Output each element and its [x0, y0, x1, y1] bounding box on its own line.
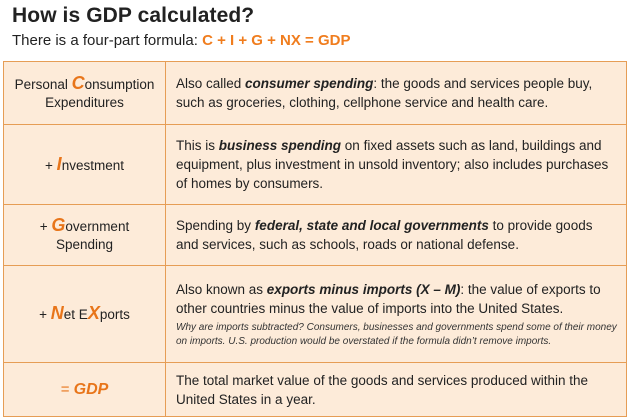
row-description: The total market value of the goods and … — [176, 363, 618, 416]
label-initial: GDP — [73, 380, 109, 398]
formula: C + I + G + NX = GDP — [202, 32, 351, 49]
label-prefix: + — [45, 157, 57, 173]
label-initial-2: X — [87, 303, 100, 323]
desc-pre: The total market value of the goods and … — [176, 372, 588, 407]
row-label: + Net EXports — [4, 266, 166, 362]
note-text: Why are imports subtracted? Consumers, b… — [176, 321, 617, 347]
row-description: This is business spending on fixed asset… — [176, 125, 618, 204]
label-rest: ports — [99, 307, 130, 322]
desc-bold: consumer spending — [245, 76, 374, 91]
label-line2: Expenditures — [45, 95, 124, 110]
label-mid: et E — [63, 307, 88, 322]
row-description: Also called consumer spending: the goods… — [176, 62, 618, 124]
label-prefix: + — [39, 219, 52, 234]
subtitle: There is a four-part formula: C + I + G … — [12, 32, 350, 49]
subtitle-text: There is a four-part formula: — [12, 32, 198, 49]
row-description: Also known as exports minus imports (X –… — [176, 266, 618, 362]
desc-pre: Also known as — [176, 281, 267, 297]
row-label: + Investment — [4, 125, 166, 204]
desc-bold: exports minus imports (X – M) — [266, 281, 461, 297]
row-gdp: = GDP The total market value of the good… — [4, 363, 626, 416]
desc-post: on fixed assets such as land, buildings … — [176, 138, 609, 191]
desc-bold: federal, state and local governments — [254, 218, 489, 233]
label-rest: nvestment — [61, 157, 124, 173]
row-label: = GDP — [4, 363, 166, 416]
label-prefix: = — [60, 380, 74, 398]
desc-post: : the goods and services people buy, suc… — [176, 76, 593, 110]
label-initial: C — [71, 73, 85, 93]
row-description: Spending by federal, state and local gov… — [176, 205, 618, 265]
desc-bold: business spending — [218, 138, 342, 153]
desc-pre: Spending by — [176, 218, 255, 233]
label-initial: I — [56, 153, 62, 174]
gdp-table: Personal Consumption Expenditures Also c… — [3, 61, 627, 417]
desc-pre: Also called — [176, 76, 246, 91]
label-prefix: Personal — [14, 77, 72, 92]
row-consumption: Personal Consumption Expenditures Also c… — [4, 62, 626, 125]
row-net-exports: + Net EXports Also known as exports minu… — [4, 266, 626, 363]
page-title: How is GDP calculated? — [12, 4, 255, 27]
label-prefix: + — [39, 307, 51, 322]
label-initial: N — [50, 303, 64, 323]
desc-post: : the value of exports to other countrie… — [176, 281, 601, 316]
label-rest: overnment — [65, 219, 130, 234]
desc-post: to provide goods and services, such as s… — [176, 218, 593, 252]
label-line2: Spending — [55, 237, 114, 252]
label-rest: onsumption — [84, 77, 155, 92]
row-label: + Government Spending — [4, 205, 166, 265]
desc-pre: This is — [176, 138, 219, 153]
row-investment: + Investment This is business spending o… — [4, 125, 626, 205]
label-initial: G — [51, 215, 66, 235]
row-label: Personal Consumption Expenditures — [4, 62, 166, 124]
row-government: + Government Spending Spending by federa… — [4, 205, 626, 266]
